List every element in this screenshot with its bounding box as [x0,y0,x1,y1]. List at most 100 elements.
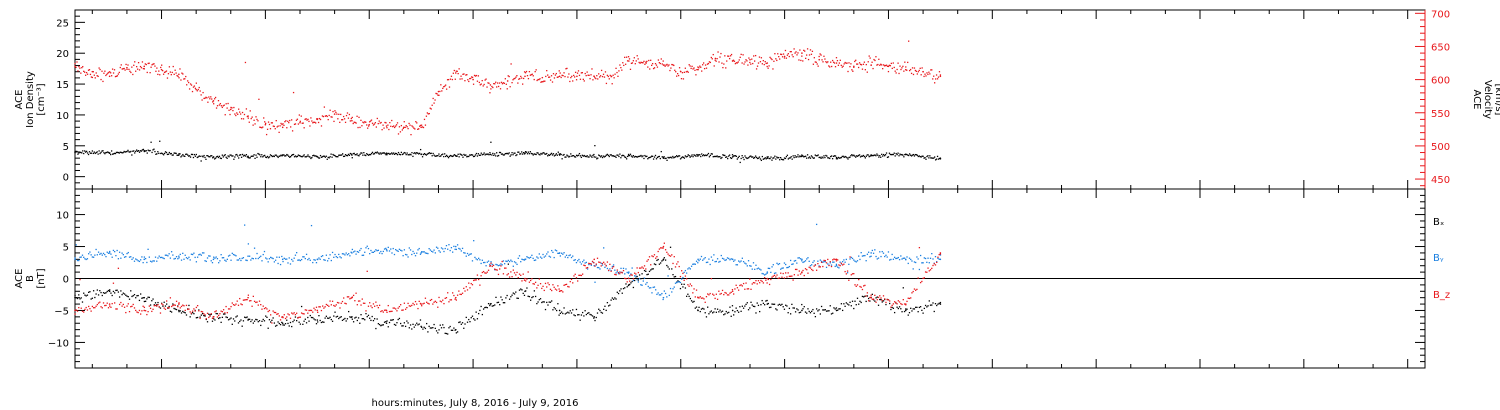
data-point [728,257,730,260]
data-point [116,308,118,310]
data-point [325,315,328,317]
data-point [433,154,435,156]
data-point [772,68,774,70]
data-point [184,155,186,158]
data-point [420,325,422,328]
data-point [751,304,753,306]
data-point [97,302,100,304]
data-point [895,152,897,155]
data-point [814,264,817,266]
data-point [107,252,110,254]
data-point [452,251,454,253]
data-point [711,259,714,261]
data-point [164,305,167,307]
data-point [800,155,802,158]
data-point [465,255,467,257]
data-point [690,67,692,70]
data-point [324,306,326,308]
data-point [820,54,822,56]
data-point [196,256,199,258]
data-point [227,308,230,310]
data-point [558,75,561,78]
data-point [339,121,341,124]
data-point [708,61,711,63]
data-point [444,153,446,155]
data-point [548,283,550,286]
data-point [430,298,433,301]
data-point [859,285,861,288]
data-point [351,296,353,299]
data-point [499,264,501,266]
data-point [422,153,425,156]
data-point [371,151,374,154]
data-point [318,315,320,317]
data-point [557,285,559,287]
data-point [573,155,575,157]
data-point [731,60,734,62]
data-point [677,280,679,282]
data-point [210,260,212,262]
data-point [542,152,544,154]
data-point [882,295,885,297]
data-point [834,258,836,261]
data-point [318,157,321,159]
data-point [282,260,284,263]
data-point [716,308,719,310]
data-point [411,253,413,256]
data-point [699,65,701,67]
data-point [100,306,102,308]
data-point [645,155,647,158]
data-point [907,297,909,299]
data-point [187,81,190,84]
data-point [346,318,349,320]
data-point [397,250,399,252]
data-point [922,262,924,264]
data-point [281,154,284,156]
data-point [936,260,938,263]
data-point [277,321,279,323]
data-point [640,278,642,280]
data-point [470,154,472,156]
data-point [105,255,107,258]
data-point [595,77,597,80]
data-point [766,62,769,64]
data-point [387,152,389,155]
data-point [708,313,710,315]
data-point [302,313,304,315]
data-point [369,120,372,122]
data-point [221,257,224,259]
data-point [193,308,195,310]
data-point [726,294,729,296]
data-point [430,108,432,110]
data-point [122,68,124,70]
data-point [141,310,143,312]
data-point [533,283,536,285]
data-point [569,80,571,83]
data-point [651,155,653,157]
data-point [370,249,372,252]
data-point [624,287,626,289]
data-point [537,152,539,154]
data-point [908,40,910,42]
data-point [489,303,492,305]
data-point [217,156,220,159]
data-point [84,74,87,76]
data-point [79,256,81,258]
data-point [659,294,662,296]
data-point [377,122,379,125]
data-point [737,156,739,159]
data-point [745,282,747,284]
data-point [356,319,358,322]
data-point [785,272,787,274]
data-point [274,311,277,314]
data-point [628,154,630,157]
data-point [522,153,524,155]
data-point [756,283,758,285]
data-point [796,262,798,264]
data-point [505,152,507,155]
data-point [236,112,238,114]
data-point [227,255,230,257]
data-point [230,305,232,308]
data-point [879,251,881,253]
data-point [771,58,773,61]
